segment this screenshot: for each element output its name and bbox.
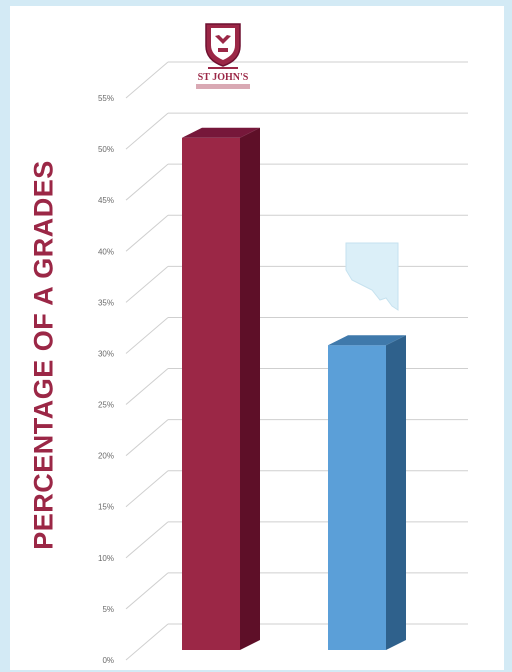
school-name-underline xyxy=(196,84,250,89)
gridline-diagonal xyxy=(125,112,169,150)
bar-top xyxy=(182,127,260,138)
y-tick-label: 35% xyxy=(98,298,114,307)
gridline-diagonal xyxy=(125,317,169,354)
y-tick-label: 15% xyxy=(98,503,114,512)
y-tick-label: 30% xyxy=(98,349,114,358)
gridline-diagonal xyxy=(125,265,169,303)
y-tick-labels: 0% 5% 10% 15% 20% 25% 30% 35% 40% 45% 50% 55% xyxy=(98,94,114,665)
gridline-diagonal xyxy=(125,163,169,201)
map-outline-icon xyxy=(345,242,399,311)
y-tick-label: 40% xyxy=(98,247,114,256)
gridline-diagonal xyxy=(125,214,169,252)
y-tick-label: 20% xyxy=(98,452,114,461)
gridline-diagonal xyxy=(125,470,169,508)
bar-front xyxy=(328,345,386,650)
school-crest-icon xyxy=(205,23,241,69)
gridline-diagonal xyxy=(125,61,169,99)
bar-2 xyxy=(328,335,406,650)
y-tick-label: 0% xyxy=(102,656,114,665)
y-tick-label: 50% xyxy=(98,145,114,154)
bar-side xyxy=(240,127,260,651)
bar-1 xyxy=(182,127,260,651)
school-name-text: ST JOHN'S xyxy=(198,72,249,83)
bar-top xyxy=(328,335,406,346)
y-tick-label: 5% xyxy=(102,605,114,614)
gridlines xyxy=(125,61,468,661)
gridline-diagonal xyxy=(125,419,169,457)
y-tick-label: 55% xyxy=(98,94,114,103)
gridline-diagonal xyxy=(125,572,169,610)
y-tick-label: 45% xyxy=(98,196,114,205)
gridline-diagonal xyxy=(125,623,169,661)
y-tick-label: 25% xyxy=(98,401,114,410)
bar-icons: ST JOHN'S xyxy=(196,23,399,311)
gridline-diagonal xyxy=(125,521,169,559)
bar-front xyxy=(182,137,240,650)
gridline-diagonal xyxy=(125,368,169,405)
bar-side xyxy=(386,335,406,650)
y-tick-label: 10% xyxy=(98,554,114,563)
bars xyxy=(182,127,406,651)
